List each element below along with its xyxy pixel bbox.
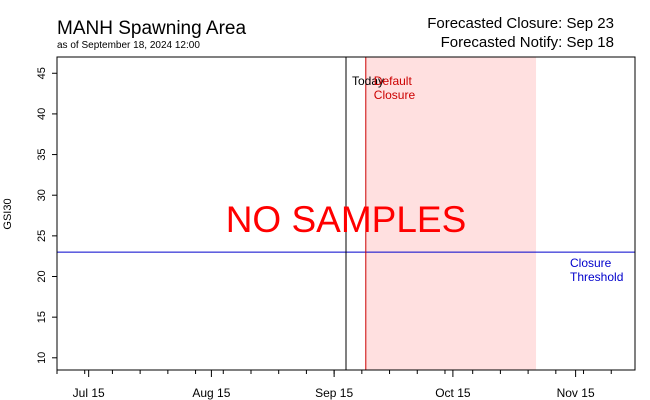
no-samples-text: NO SAMPLES [226, 199, 467, 240]
x-tick-label: Jul 15 [73, 386, 105, 400]
y-axis-label: GSI30 [2, 198, 14, 229]
today-label: Today [352, 74, 384, 88]
x-tick-label: Sep 15 [315, 386, 353, 400]
y-tick-label: 10 [36, 352, 48, 364]
default-closure-label: Closure [374, 88, 416, 102]
y-tick-label: 25 [36, 230, 48, 242]
closure-shaded-region [365, 57, 537, 370]
y-tick-label: 20 [36, 270, 48, 282]
x-tick-label: Nov 15 [557, 386, 595, 400]
y-tick-label: 40 [36, 108, 48, 120]
y-tick-label: 35 [36, 148, 48, 160]
plot-frame [56, 56, 636, 371]
y-tick-label: 15 [36, 311, 48, 323]
shaded-region-layer [365, 57, 537, 370]
chart-title: MANH Spawning Area [57, 18, 246, 39]
closure-threshold-label: Threshold [570, 270, 623, 284]
default-closure-label: Default [374, 74, 413, 88]
x-tick-label: Aug 15 [192, 386, 230, 400]
y-tick-label: 45 [36, 67, 48, 79]
forecasted-notify-text: Forecasted Notify: Sep 18 [441, 34, 614, 51]
closure-threshold-label: Closure [570, 256, 612, 270]
y-tick-label: 30 [36, 189, 48, 201]
forecasted-closure-text: Forecasted Closure: Sep 23 [427, 15, 614, 32]
x-tick-label: Oct 15 [435, 386, 471, 400]
chart-subtitle: as of September 18, 2024 12:00 [57, 40, 200, 51]
axes-layer: 10 15 20 25 30 35 40 45 Jul 15 Aug 15 Sep 15 Oct 15… [36, 67, 612, 400]
